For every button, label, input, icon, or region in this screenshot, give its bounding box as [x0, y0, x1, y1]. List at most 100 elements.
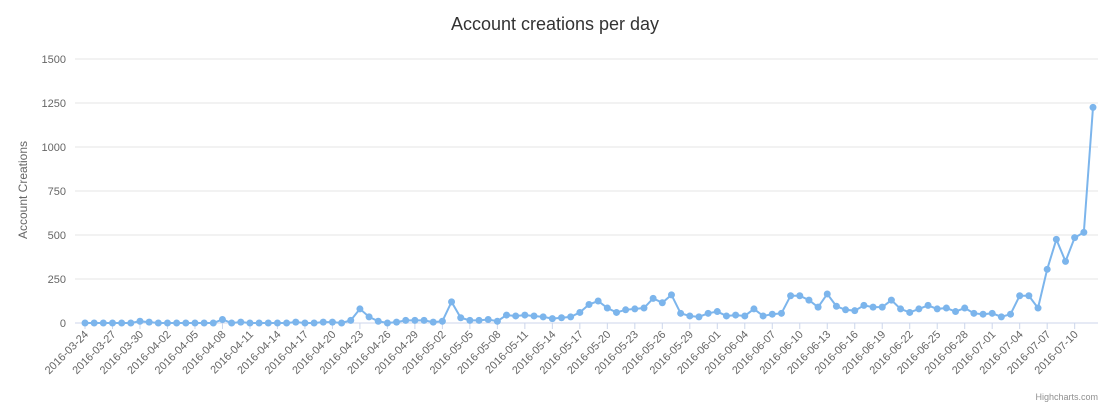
data-point[interactable]: [897, 305, 905, 313]
data-point[interactable]: [732, 311, 740, 319]
data-point[interactable]: [869, 303, 877, 311]
data-point[interactable]: [567, 313, 575, 321]
data-point[interactable]: [283, 319, 291, 327]
data-point[interactable]: [530, 312, 538, 320]
data-point[interactable]: [576, 308, 584, 316]
data-point[interactable]: [750, 305, 758, 313]
data-point[interactable]: [695, 313, 703, 321]
data-point[interactable]: [209, 319, 217, 327]
data-point[interactable]: [878, 303, 886, 311]
data-point[interactable]: [108, 319, 116, 327]
data-point[interactable]: [1080, 228, 1088, 236]
data-point[interactable]: [1071, 234, 1079, 242]
data-point[interactable]: [1016, 292, 1024, 300]
data-point[interactable]: [842, 306, 850, 314]
data-point[interactable]: [99, 319, 107, 327]
data-point[interactable]: [787, 292, 795, 300]
data-point[interactable]: [988, 309, 996, 317]
data-point[interactable]: [145, 318, 153, 326]
data-point[interactable]: [1007, 310, 1015, 318]
data-point[interactable]: [942, 304, 950, 312]
data-point[interactable]: [292, 318, 300, 326]
data-point[interactable]: [1043, 265, 1051, 273]
data-point[interactable]: [90, 319, 98, 327]
data-point[interactable]: [952, 308, 960, 316]
data-point[interactable]: [448, 298, 456, 306]
data-point[interactable]: [924, 301, 932, 309]
data-point[interactable]: [768, 310, 776, 318]
data-point[interactable]: [1025, 292, 1033, 300]
data-point[interactable]: [393, 318, 401, 326]
data-point[interactable]: [163, 319, 171, 327]
credits-link[interactable]: Highcharts.com: [1035, 392, 1098, 402]
data-point[interactable]: [759, 312, 767, 320]
data-point[interactable]: [237, 318, 245, 326]
data-point[interactable]: [704, 309, 712, 317]
data-point[interactable]: [374, 317, 382, 325]
data-point[interactable]: [622, 306, 630, 314]
data-point[interactable]: [677, 309, 685, 317]
data-point[interactable]: [777, 309, 785, 317]
data-point[interactable]: [603, 304, 611, 312]
data-point[interactable]: [402, 316, 410, 324]
data-point[interactable]: [997, 313, 1005, 321]
data-point[interactable]: [823, 290, 831, 298]
data-point[interactable]: [612, 308, 620, 316]
data-point[interactable]: [154, 319, 162, 327]
data-point[interactable]: [365, 313, 373, 321]
data-point[interactable]: [658, 299, 666, 307]
data-point[interactable]: [420, 316, 428, 324]
data-point[interactable]: [851, 307, 859, 315]
data-point[interactable]: [273, 319, 281, 327]
data-point[interactable]: [860, 301, 868, 309]
data-point[interactable]: [640, 304, 648, 312]
data-point[interactable]: [1034, 304, 1042, 312]
data-point[interactable]: [411, 316, 419, 324]
data-point[interactable]: [338, 319, 346, 327]
data-point[interactable]: [173, 319, 181, 327]
data-point[interactable]: [906, 308, 914, 316]
data-point[interactable]: [228, 319, 236, 327]
data-point[interactable]: [713, 308, 721, 316]
data-point[interactable]: [475, 316, 483, 324]
data-point[interactable]: [649, 294, 657, 302]
data-point[interactable]: [383, 319, 391, 327]
data-point[interactable]: [594, 297, 602, 305]
data-point[interactable]: [979, 310, 987, 318]
data-point[interactable]: [832, 302, 840, 310]
data-point[interactable]: [438, 317, 446, 325]
data-point[interactable]: [585, 301, 593, 309]
data-point[interactable]: [805, 296, 813, 304]
data-point[interactable]: [503, 311, 511, 319]
data-point[interactable]: [347, 316, 355, 324]
data-point[interactable]: [521, 311, 529, 319]
data-point[interactable]: [182, 319, 190, 327]
data-point[interactable]: [1089, 103, 1097, 111]
data-point[interactable]: [136, 317, 144, 325]
data-point[interactable]: [246, 319, 254, 327]
data-point[interactable]: [218, 315, 226, 323]
data-point[interactable]: [814, 303, 822, 311]
data-point[interactable]: [191, 319, 199, 327]
data-point[interactable]: [301, 319, 309, 327]
data-point[interactable]: [915, 305, 923, 313]
data-point[interactable]: [558, 314, 566, 322]
data-point[interactable]: [796, 292, 804, 300]
data-point[interactable]: [887, 296, 895, 304]
data-point[interactable]: [548, 315, 556, 323]
data-point[interactable]: [264, 319, 272, 327]
data-point[interactable]: [1062, 257, 1070, 265]
data-point[interactable]: [255, 319, 263, 327]
data-point[interactable]: [466, 316, 474, 324]
data-point[interactable]: [118, 319, 126, 327]
data-point[interactable]: [457, 314, 465, 322]
data-point[interactable]: [429, 318, 437, 326]
data-point[interactable]: [310, 319, 318, 327]
data-point[interactable]: [1052, 235, 1060, 243]
data-point[interactable]: [328, 318, 336, 326]
data-point[interactable]: [667, 291, 675, 299]
data-point[interactable]: [493, 317, 501, 325]
data-point[interactable]: [933, 305, 941, 313]
data-point[interactable]: [319, 318, 327, 326]
data-point[interactable]: [970, 309, 978, 317]
